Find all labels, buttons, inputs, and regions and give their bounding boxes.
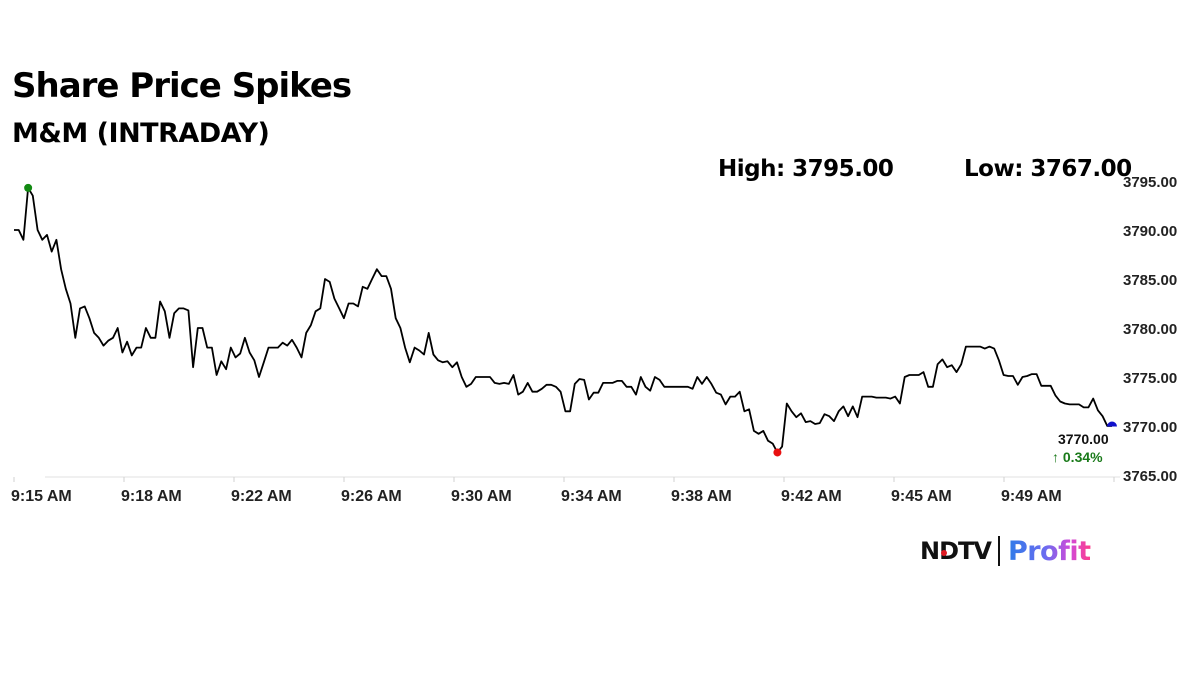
x-tick-label: 9:42 AM [781,488,842,505]
ndtv-profit-logo: NDTV Profit [920,534,1091,568]
x-tick-label: 9:30 AM [451,488,512,505]
x-tick-label: 9:22 AM [231,488,292,505]
y-tick-label: 3780.00 [1123,321,1177,338]
y-tick-label: 3770.00 [1123,419,1177,436]
y-tick-label: 3795.00 [1123,174,1177,191]
x-tick-label: 9:34 AM [561,488,622,505]
y-tick-label: 3765.00 [1123,468,1177,485]
chart-subtitle: M&M (INTRADAY) [12,118,270,149]
low-value: Low: 3767.00 [964,156,1132,182]
high-marker [24,183,33,192]
last-price-marker [1107,421,1117,427]
x-tick-label: 9:18 AM [121,488,182,505]
logo-red-dot-icon [941,550,947,556]
x-axis: 9:15 AM 9:18 AM 9:22 AM 9:26 AM 9:30 AM 9:34 … [11,476,1120,505]
high-value: High: 3795.00 [718,156,894,182]
y-tick-label: 3790.00 [1123,223,1177,240]
low-marker [773,448,782,457]
chart-title: Share Price Spikes [12,66,352,106]
logo-ndtv: NDTV [920,537,992,565]
last-price-label: 3770.00 [1058,431,1109,447]
x-tick-label: 9:38 AM [671,488,732,505]
y-axis: 3795.00 3790.00 3785.00 3780.00 3775.00 3770.… [1123,174,1177,485]
change-percent: ↑ 0.34% [1052,449,1103,465]
price-line [14,186,1112,454]
logo-separator [997,536,1000,566]
x-tick-label: 9:26 AM [341,488,402,505]
x-tick-label: 9:15 AM [11,488,72,505]
y-tick-label: 3775.00 [1123,370,1177,387]
y-tick-label: 3785.00 [1123,272,1177,289]
x-tick-label: 9:45 AM [891,488,952,505]
logo-profit: Profit [1007,535,1091,567]
x-tick-label: 9:49 AM [1001,488,1062,505]
